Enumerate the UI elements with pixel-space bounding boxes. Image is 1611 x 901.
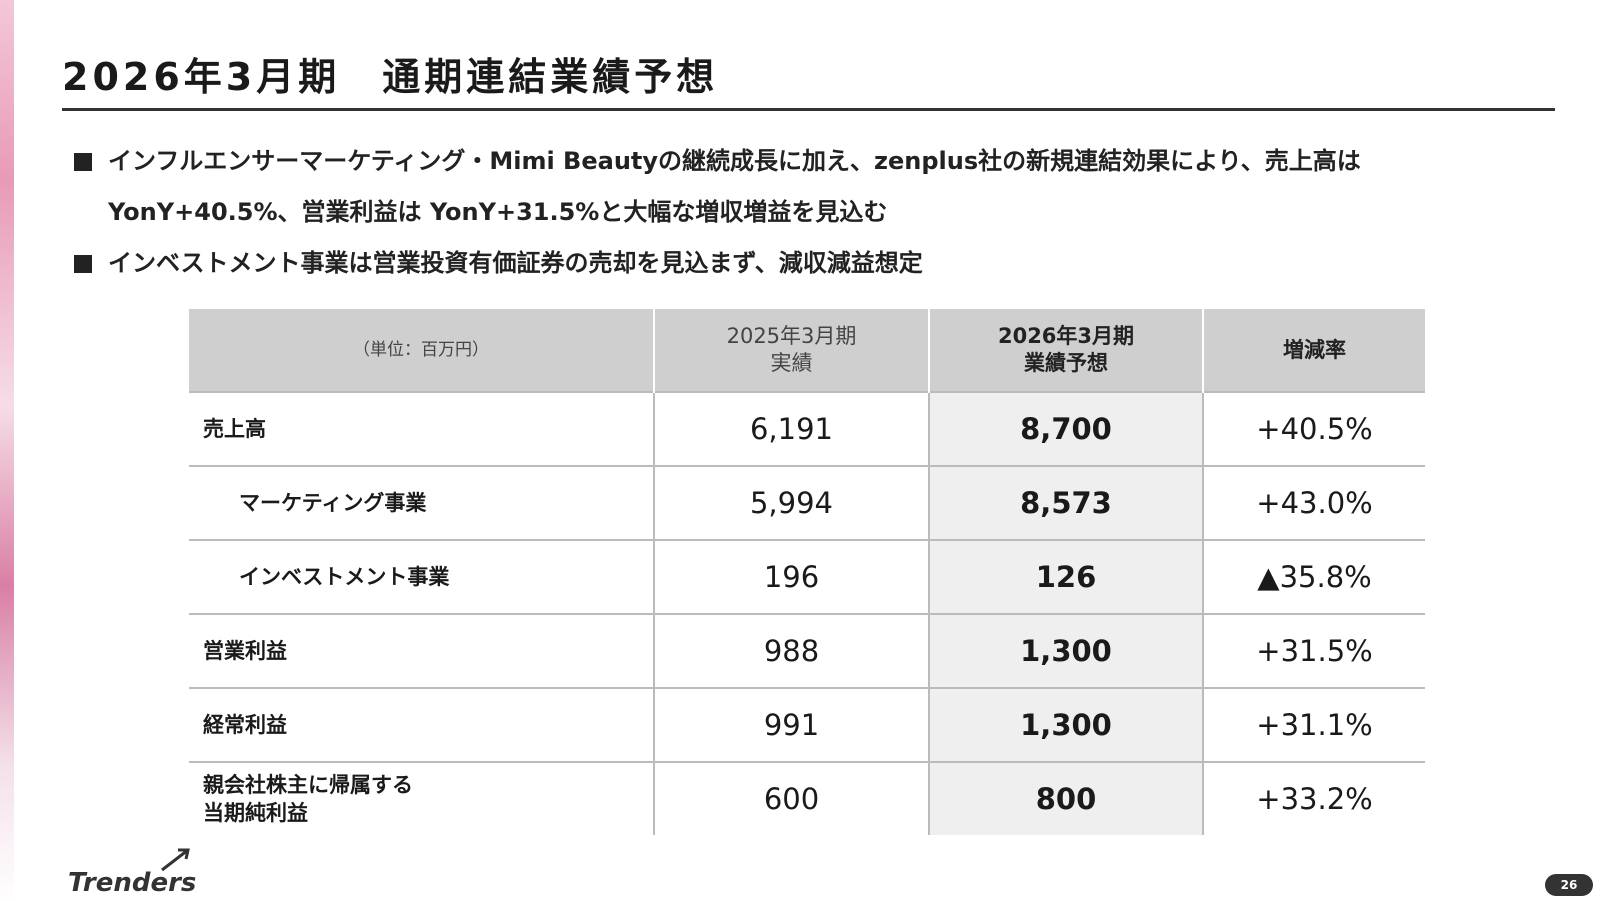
table-body: 売上高 6,191 8,700 +40.5% マーケティング事業 5,994 8,573 +4… — [189, 391, 1425, 835]
bullet: インフルエンサーマーケティング・Mimi Beautyの継続成長に加え、zenp… — [74, 136, 1514, 238]
table-row: 経常利益 991 1,300 +31.1% — [189, 687, 1425, 762]
cell-line: マーケティング事業 — [239, 491, 427, 515]
logo: Trenders — [68, 848, 197, 898]
cell-line: 営業利益 — [203, 639, 287, 663]
table-row: 親会社株主に帰属する 当期純利益 600 800 +33.2% — [189, 761, 1425, 835]
cell-line: 売上高 — [203, 417, 266, 441]
value-cell: 800 — [928, 761, 1203, 835]
row-label: インベストメント事業 — [189, 539, 654, 614]
slide-title: 2026年3月期 通期連結業績予想 — [62, 55, 719, 99]
row-label: 売上高 — [189, 391, 654, 466]
value-cell: 5,994 — [653, 465, 929, 540]
value-cell: 1,300 — [928, 613, 1203, 688]
cell-line: 親会社株主に帰属する — [203, 773, 413, 797]
row-label: 親会社株主に帰属する 当期純利益 — [189, 761, 654, 835]
cell-line: 経常利益 — [203, 713, 287, 737]
table-row: 営業利益 988 1,300 +31.5% — [189, 613, 1425, 688]
logo-arrow — [161, 848, 190, 872]
value-cell: 196 — [653, 539, 929, 614]
row-label: 経常利益 — [189, 687, 654, 762]
header-cell: 増減率 — [1202, 309, 1425, 392]
page-number: 26 — [1545, 874, 1593, 896]
value-cell: 8,700 — [928, 391, 1203, 466]
row-label: 営業利益 — [189, 613, 654, 688]
value-cell: +43.0% — [1202, 465, 1425, 540]
header-cell: （単位：百万円） — [189, 309, 654, 392]
header-cell: 2026年3月期 業績予想 — [928, 309, 1203, 392]
cell-line: インベストメント事業 — [239, 565, 450, 589]
bullet: インベストメント事業は営業投資有価証券の売却を見込まず、減収減益想定 — [74, 238, 1514, 289]
cell-line: 当期純利益 — [203, 801, 308, 825]
cell-line: 2025年3月期 — [726, 324, 857, 348]
value-cell: 988 — [653, 613, 929, 688]
value-cell: +33.2% — [1202, 761, 1425, 835]
bullet-list: インフルエンサーマーケティング・Mimi Beautyの継続成長に加え、zenp… — [74, 136, 1514, 289]
value-cell: 126 — [928, 539, 1203, 614]
value-cell: 8,573 — [928, 465, 1203, 540]
value-cell: +31.5% — [1202, 613, 1425, 688]
title-rule — [62, 108, 1555, 111]
logo-text: Trenders — [68, 868, 197, 898]
value-cell: 6,191 — [653, 391, 929, 466]
cell-line: （単位：百万円） — [353, 339, 489, 360]
cell-line: 業績予想 — [1024, 351, 1108, 375]
value-cell: ▲35.8% — [1202, 539, 1425, 614]
cell-line: 増減率 — [1283, 337, 1346, 362]
table-row: マーケティング事業 5,994 8,573 +43.0% — [189, 465, 1425, 540]
header-cell: 2025年3月期 実績 — [653, 309, 929, 392]
header-row: （単位：百万円） 2025年3月期 実績 2026年3月期 業績予想 増減率 — [189, 309, 1425, 392]
table-row: インベストメント事業 196 126 ▲35.8% — [189, 539, 1425, 614]
table-row: 売上高 6,191 8,700 +40.5% — [189, 391, 1425, 466]
cell-line: 実績 — [770, 351, 813, 375]
decorative-strip — [0, 0, 14, 901]
value-cell: +40.5% — [1202, 391, 1425, 466]
cell-line: 2026年3月期 — [997, 324, 1135, 348]
row-label: マーケティング事業 — [189, 465, 654, 540]
value-cell: 991 — [653, 687, 929, 762]
value-cell: 600 — [653, 761, 929, 835]
value-cell: +31.1% — [1202, 687, 1425, 762]
value-cell: 1,300 — [928, 687, 1203, 762]
forecast-table: （単位：百万円） 2025年3月期 実績 2026年3月期 業績予想 増減率 売上高 6,1… — [189, 309, 1425, 835]
